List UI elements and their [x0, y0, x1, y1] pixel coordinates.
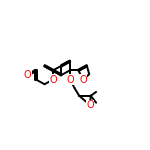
- Text: O: O: [24, 70, 31, 80]
- Text: O: O: [66, 75, 74, 85]
- Text: O: O: [49, 75, 57, 85]
- Text: O: O: [86, 100, 94, 110]
- Text: O: O: [79, 75, 87, 85]
